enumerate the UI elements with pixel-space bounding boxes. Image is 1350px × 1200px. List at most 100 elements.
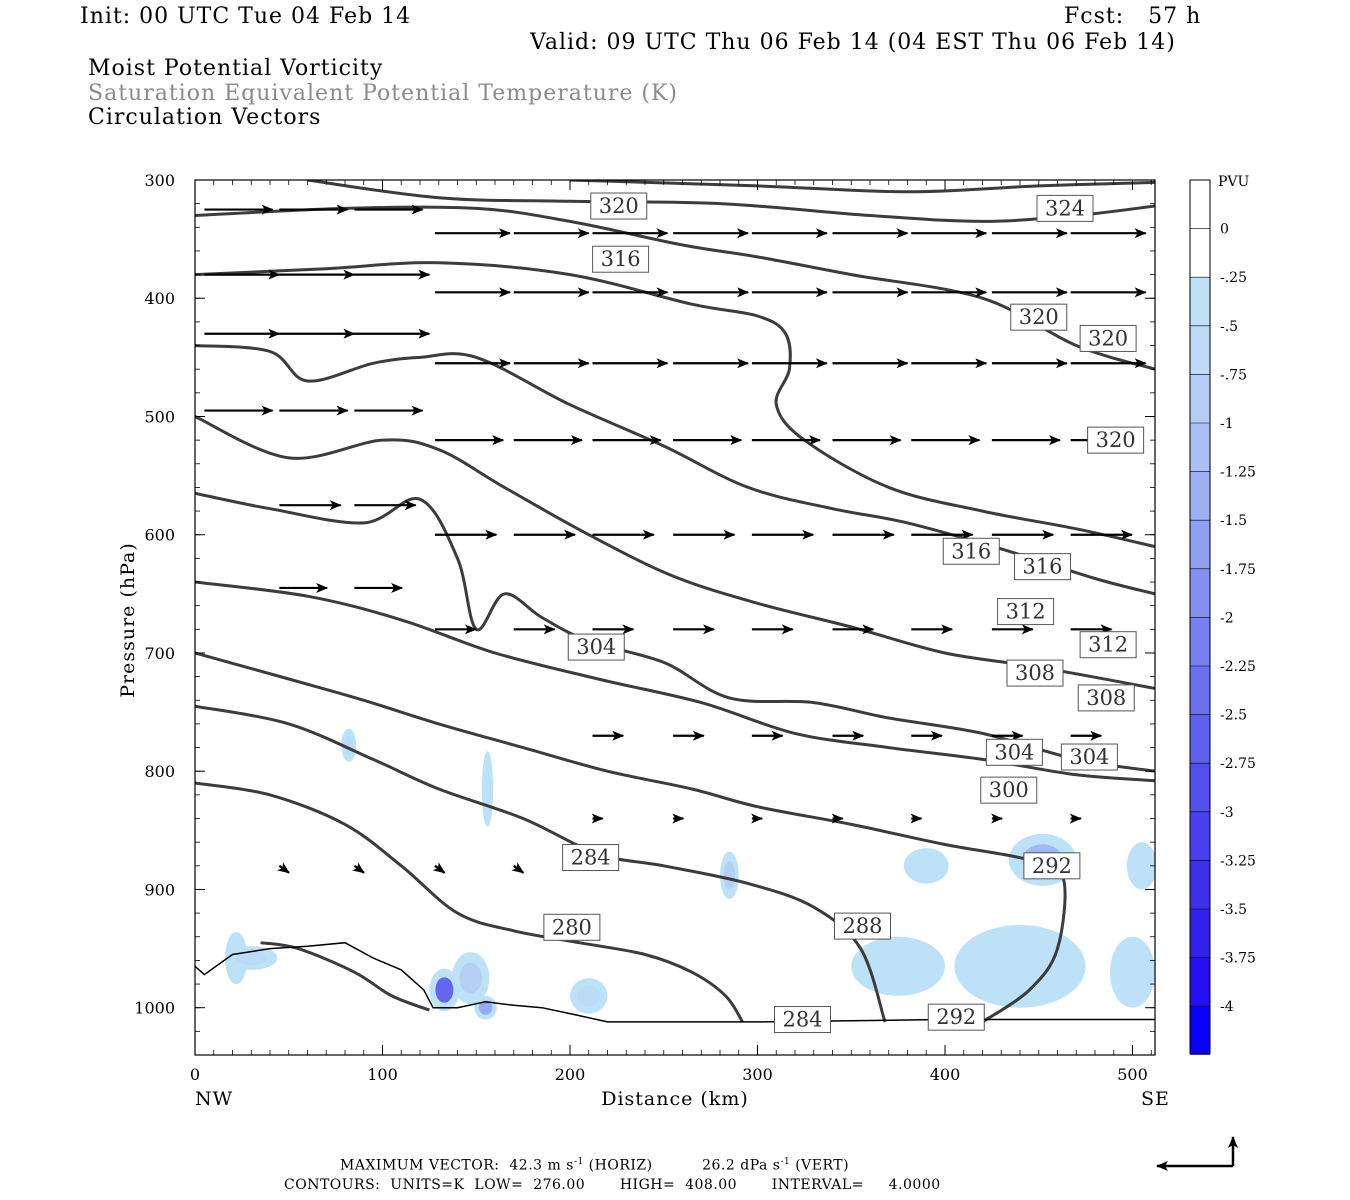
contour-label: 320 <box>590 192 648 220</box>
contour-label-box <box>1023 852 1081 880</box>
x-tick-label: 400 <box>930 1065 961 1084</box>
colorbar-swatch <box>1190 325 1210 375</box>
mpv-patch-core <box>577 985 600 1007</box>
y-tick-label: 500 <box>144 407 175 426</box>
circulation-vector <box>511 862 525 874</box>
contour-label-text: 320 <box>599 194 639 218</box>
mpv-shading <box>225 728 1155 1020</box>
colorbar-swatch <box>1190 568 1210 618</box>
mpv-patch <box>1126 842 1155 890</box>
contour-label-text: 316 <box>601 247 641 271</box>
colorbar-label: -1.25 <box>1220 465 1256 481</box>
contour-label: 304 <box>985 738 1043 766</box>
contour-label-text: 284 <box>571 846 611 870</box>
colorbar-swatch <box>1190 180 1210 229</box>
x-axis-label: Distance (km) <box>601 1088 749 1110</box>
horiz-exp: -1 <box>573 1157 584 1167</box>
colorbar-swatch <box>1190 763 1210 812</box>
contour-label-box <box>567 633 625 661</box>
y-tick-label: 400 <box>144 289 175 308</box>
contour-316 <box>195 261 1155 549</box>
colorbar-label: -.75 <box>1220 367 1247 383</box>
contour-label-box <box>1060 743 1118 771</box>
contour-label-box <box>1087 426 1145 454</box>
x-tick-label: 300 <box>742 1065 773 1084</box>
contour-label-text: 320 <box>1096 428 1136 452</box>
contour-label-text: 312 <box>1006 600 1046 624</box>
contour-label: 304 <box>1060 743 1118 771</box>
terrain-line <box>195 941 1155 1023</box>
contour-label-text: 292 <box>1032 854 1072 878</box>
colorbar-label: -3.75 <box>1220 951 1256 967</box>
contour-label: 280 <box>543 913 601 941</box>
mpv-patch-core <box>235 950 267 966</box>
contour-label: 312 <box>1079 631 1137 659</box>
colorbar-swatch <box>1190 520 1210 569</box>
vert-tag: (VERT) <box>795 1157 850 1174</box>
contour-label: 320 <box>1087 426 1145 454</box>
contour-label: 316 <box>942 537 1000 565</box>
colorbar-label: -4 <box>1220 999 1234 1015</box>
field-title-vectors: Circulation Vectors <box>88 105 322 130</box>
contour-label-box <box>1077 684 1135 712</box>
contour-label-box <box>1014 553 1071 581</box>
contour-label-box <box>942 537 1000 565</box>
contour-label-text: 316 <box>1022 555 1062 579</box>
colorbar-label: -.25 <box>1220 270 1247 286</box>
contour-320 <box>195 205 1155 371</box>
mpv-patch <box>1110 936 1155 1008</box>
plot-frame <box>194 179 1156 1056</box>
mpv-patch <box>851 936 945 996</box>
field-title-thetae: Saturation Equivalent Potential Temperat… <box>88 81 678 106</box>
mpv-patch-core <box>723 861 735 890</box>
contour-label: 284 <box>774 1006 831 1034</box>
contour-292 <box>195 651 1067 1024</box>
contour-label: 316 <box>592 245 650 273</box>
colorbar-label: -1 <box>1220 416 1234 432</box>
contour-label-box <box>543 913 601 941</box>
colorbar-swatch <box>1190 471 1210 521</box>
colorbar-frame <box>1189 179 1211 1055</box>
vert-exp: -1 <box>780 1157 791 1167</box>
contour-284 <box>195 781 744 1023</box>
colorbar-swatch <box>1190 909 1210 958</box>
contour-label-box <box>834 912 891 940</box>
terrain-profile <box>195 941 1155 1023</box>
mpv-patch-core <box>478 1000 493 1015</box>
colorbar-label: -2 <box>1220 610 1234 626</box>
contour-label-text: 304 <box>576 635 616 659</box>
x-end-label-right: SE <box>1141 1088 1170 1110</box>
contour-label-text: 308 <box>1015 661 1055 685</box>
contour-label-text: 304 <box>1069 745 1109 769</box>
contour-label: 308 <box>1006 659 1064 687</box>
contour-label: 288 <box>834 912 891 940</box>
x-tick-label: 500 <box>1117 1065 1148 1084</box>
colorbar-label: -2.25 <box>1220 659 1256 675</box>
contour-label: 292 <box>1023 852 1081 880</box>
init-time: Init: 00 UTC Tue 04 Feb 14 <box>80 4 412 29</box>
x-tick-label: 200 <box>555 1065 586 1084</box>
circulation-vector <box>352 862 365 874</box>
horiz-tag: (HORIZ) <box>588 1157 653 1174</box>
contour-label: 324 <box>1036 194 1094 222</box>
colorbar-label: -1.75 <box>1220 562 1256 578</box>
contour-label: 292 <box>927 1003 985 1031</box>
colorbar-label: -3.5 <box>1220 902 1247 918</box>
colorbar-swatch <box>1190 617 1210 666</box>
axis-ticks: 0 100 200 300 400 500 300 400 500 600 700 800 900 100… <box>134 171 1155 1084</box>
contour-label: 304 <box>567 633 625 661</box>
mpv-patch <box>481 751 494 827</box>
colorbar-swatch <box>1190 811 1210 861</box>
x-tick-label: 0 <box>190 1065 200 1084</box>
colorbar-label: -2.5 <box>1220 708 1247 724</box>
forecast-hour: Fcst: 57 h <box>1064 4 1202 29</box>
contour-label: 312 <box>997 598 1055 626</box>
colorbar-swatch <box>1190 860 1210 909</box>
contour-label: 320 <box>1010 303 1068 331</box>
contour-label-box <box>980 776 1038 804</box>
contour-label-box <box>1010 303 1068 331</box>
contour-label-text: 288 <box>842 914 882 938</box>
x-end-label-left: NW <box>195 1088 233 1110</box>
colorbar-label: -3.25 <box>1220 853 1256 869</box>
